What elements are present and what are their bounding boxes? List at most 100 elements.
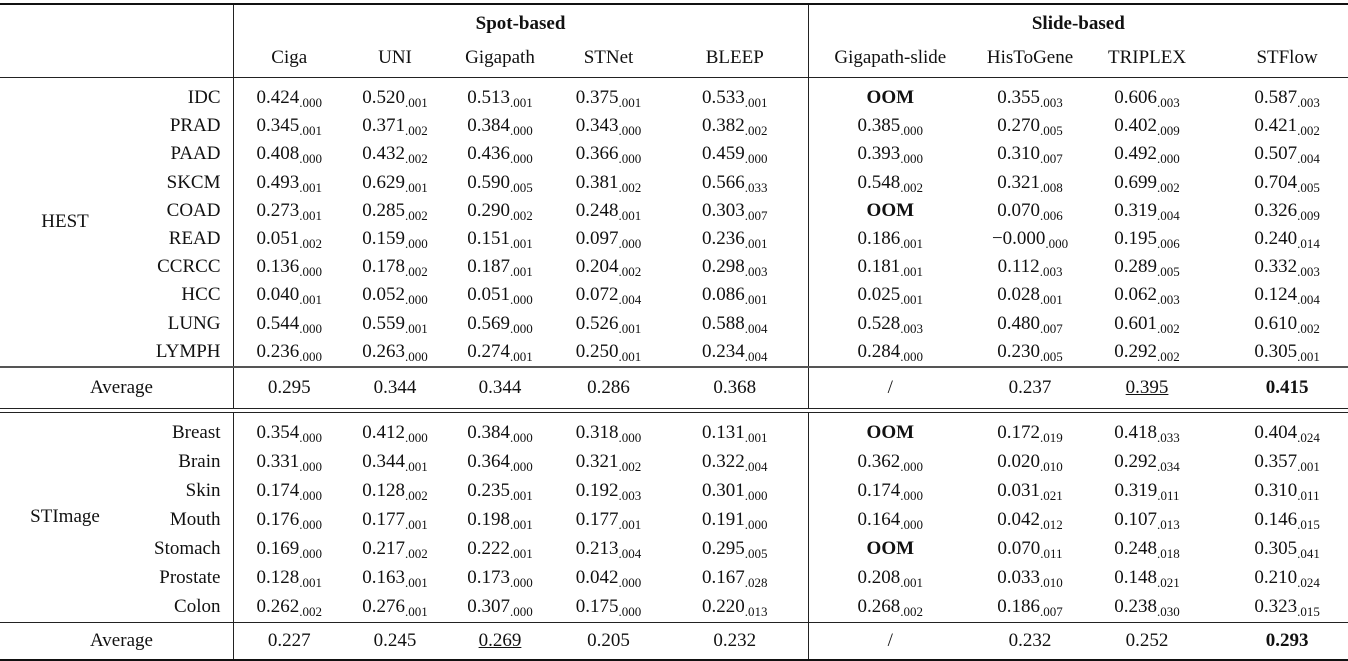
cell-std: .003 xyxy=(744,264,768,280)
average-value: 0.227 xyxy=(267,629,311,651)
table-cell: 0.051.002 xyxy=(232,224,345,254)
table-cell: 0.384.000 xyxy=(445,412,555,448)
cell-std: .004 xyxy=(1297,151,1320,167)
table-cell: 0.181.001 xyxy=(807,253,973,282)
cell-std: .001 xyxy=(405,459,428,475)
cell-value: 0.191 xyxy=(702,509,745,531)
cell-value: 0.375 xyxy=(575,87,619,109)
table-cell: 0.173.000 xyxy=(445,564,555,593)
table-cell: 0.250.001 xyxy=(555,338,662,367)
table-cell: 0.326.009 xyxy=(1206,197,1348,225)
cell-std: .009 xyxy=(1157,123,1180,139)
cell-value: 0.290 xyxy=(467,199,510,221)
cell-value: 0.273 xyxy=(256,199,300,221)
cell-value: 0.268 xyxy=(857,596,901,618)
cell-value: 0.366 xyxy=(575,143,619,165)
cell-value: 0.177 xyxy=(362,509,405,531)
table-cell: 0.404.024 xyxy=(1206,412,1348,448)
table-cell: 0.262.002 xyxy=(232,592,345,623)
cell-std: .033 xyxy=(744,179,768,195)
table-row: CCRCC 0.136.000 0.178.002 0.187.001 0.204.00… xyxy=(0,253,1348,282)
cell-std: .005 xyxy=(1157,264,1180,280)
cell-value: 0.402 xyxy=(1114,115,1158,137)
cell-value: 0.240 xyxy=(1254,228,1298,250)
cell-value: 0.354 xyxy=(256,422,300,444)
dataset-label: HCC xyxy=(181,284,221,306)
cell-std: .000 xyxy=(744,488,768,504)
table-cell: 0.289.005 xyxy=(1088,253,1206,281)
cell-std: .003 xyxy=(900,320,924,336)
table-cell: 0.587.003 xyxy=(1206,78,1348,113)
cell-std: .001 xyxy=(405,320,428,336)
table-cell: 0.042.000 xyxy=(555,564,662,593)
table-cell: 0.240.014 xyxy=(1206,225,1348,253)
cell-value: 0.305 xyxy=(1254,340,1298,362)
table-cell: 0.112.003 xyxy=(972,253,1088,281)
table-cell: 0.290.002 xyxy=(445,197,555,225)
cell-std: .001 xyxy=(1297,348,1320,364)
cell-std: .001 xyxy=(510,517,533,533)
cell-value: 0.070 xyxy=(997,538,1041,560)
cell-value: 0.404 xyxy=(1254,422,1298,444)
table-cell: 0.033.010 xyxy=(972,564,1088,593)
cell-value: −0.000 xyxy=(991,228,1046,250)
cell-value: 0.566 xyxy=(702,171,745,193)
cell-std: .001 xyxy=(618,207,642,223)
cell-std: .024 xyxy=(1297,575,1320,591)
cell-value: 0.393 xyxy=(857,143,901,165)
table-cell: 0.186.007 xyxy=(972,593,1088,623)
cell-std: .001 xyxy=(405,604,428,620)
cell-std: .001 xyxy=(1040,292,1063,308)
dataset-label: Mouth xyxy=(169,509,221,531)
cell-value: 0.295 xyxy=(702,538,745,560)
table-cell: 0.533.001 xyxy=(662,78,808,113)
cell-std: .004 xyxy=(744,348,768,364)
cell-value: 0.310 xyxy=(997,143,1041,165)
table-cell: 0.052.000 xyxy=(345,281,445,309)
table-cell: 0.382.002 xyxy=(662,112,808,140)
cell-std: .000 xyxy=(299,517,322,533)
cell-std: .000 xyxy=(1045,236,1069,252)
table-row: Prostate 0.128.001 0.163.001 0.173.000 0.042… xyxy=(0,563,1348,593)
table-cell: 0.248.018 xyxy=(1088,535,1206,564)
cell-std: .001 xyxy=(618,348,642,364)
table-cell: 0.159.000 xyxy=(345,225,445,253)
group-header-slide-based: Slide-based xyxy=(807,5,1348,39)
cell-value: 0.070 xyxy=(997,199,1041,221)
table-cell: 0.198.001 xyxy=(445,506,555,535)
cell-value: 0.384 xyxy=(467,115,510,137)
cell-std: .003 xyxy=(1039,264,1063,280)
average-cell: 0.395 xyxy=(1088,365,1207,409)
table-cell: 0.480.007 xyxy=(972,310,1088,338)
table-cell: 0.025.001 xyxy=(807,281,973,310)
cell-value: 0.310 xyxy=(1254,480,1298,502)
table-cell: 0.307.000 xyxy=(445,593,555,623)
cell-value: 0.172 xyxy=(997,422,1041,444)
cell-value: 0.303 xyxy=(702,199,745,221)
table-cell: 0.031.021 xyxy=(972,477,1088,506)
table-row: Colon 0.262.002 0.276.001 0.307.000 0.175.00… xyxy=(0,592,1348,623)
results-table: Spot-based Slide-based Ciga UNI Gigapath ST… xyxy=(0,5,1348,659)
cell-value: 0.480 xyxy=(997,312,1041,334)
cell-std: .013 xyxy=(744,604,768,620)
cell-value: 0.526 xyxy=(575,312,619,334)
cell-std: .005 xyxy=(744,546,768,562)
cell-std: .014 xyxy=(1297,236,1320,252)
cell-value: 0.169 xyxy=(256,538,300,560)
cell-value: 0.159 xyxy=(362,228,405,250)
column-header-gigapath: Gigapath xyxy=(445,39,555,78)
cell-value: 0.520 xyxy=(362,87,405,109)
cell-value: 0.151 xyxy=(467,228,510,250)
cell-std: .011 xyxy=(1157,488,1180,504)
table-cell: 0.210.024 xyxy=(1206,564,1348,593)
cell-std: .002 xyxy=(1157,320,1180,336)
cell-value: 0.382 xyxy=(702,115,745,137)
table-cell: 0.020.010 xyxy=(972,448,1088,477)
average-cell: 0.286 xyxy=(555,365,662,409)
cell-std: .001 xyxy=(405,179,428,195)
table-cell: 0.235.001 xyxy=(445,477,555,506)
dataset-label: Skin xyxy=(185,480,221,502)
average-value: 0.415 xyxy=(1265,376,1309,398)
average-value: 0.295 xyxy=(267,376,311,398)
average-cell: 0.344 xyxy=(345,365,445,409)
